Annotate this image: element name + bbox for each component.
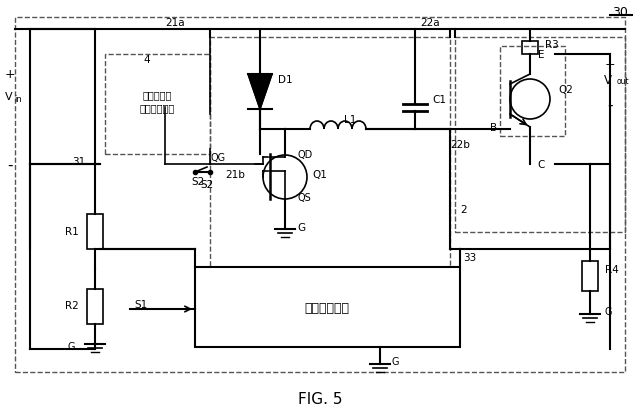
Text: 21a: 21a (165, 18, 185, 28)
Text: G: G (297, 223, 305, 233)
Bar (500, 47, 565, 137)
Text: 30: 30 (612, 5, 628, 19)
Text: G: G (605, 306, 612, 316)
Text: +: + (4, 68, 15, 81)
Text: 22b: 22b (450, 140, 470, 150)
Text: D1: D1 (278, 75, 292, 85)
Bar (582, 261, 598, 291)
Text: out: out (617, 77, 630, 86)
Text: R3: R3 (545, 40, 559, 50)
Text: QS: QS (298, 192, 312, 202)
Text: Q1: Q1 (312, 170, 327, 180)
Text: C: C (537, 159, 545, 170)
Text: 22a: 22a (420, 18, 440, 28)
Text: QG: QG (211, 153, 225, 163)
Bar (210, 38, 450, 327)
Text: R4: R4 (605, 264, 619, 274)
Bar (455, 38, 625, 233)
Text: E: E (538, 50, 545, 60)
Text: R1: R1 (65, 226, 79, 236)
Bar (522, 42, 538, 55)
Text: ローサイド: ローサイド (142, 90, 172, 100)
Text: R2: R2 (65, 300, 79, 310)
Bar (87, 214, 103, 249)
Text: 33: 33 (463, 252, 476, 262)
Text: QD: QD (298, 150, 313, 159)
Text: 31: 31 (72, 157, 85, 166)
Text: 制御ユニット: 制御ユニット (305, 301, 349, 314)
Polygon shape (248, 75, 272, 110)
Text: B: B (490, 123, 497, 133)
Text: 21b: 21b (225, 170, 245, 180)
Text: Q2: Q2 (558, 85, 573, 95)
Text: C1: C1 (432, 95, 446, 105)
Text: V: V (604, 74, 612, 86)
Bar (87, 289, 103, 324)
Text: 2: 2 (460, 204, 467, 214)
Text: 駆動ユニット: 駆動ユニット (140, 103, 175, 113)
Bar (15, 18, 625, 372)
Bar (195, 267, 460, 347)
Text: S2: S2 (200, 180, 213, 190)
Text: FIG. 5: FIG. 5 (298, 392, 342, 406)
Text: 4: 4 (144, 55, 150, 65)
Text: S2: S2 (191, 177, 205, 187)
Text: -: - (7, 157, 13, 172)
Text: +: + (605, 58, 615, 71)
Text: L1: L1 (344, 115, 356, 125)
Text: V: V (5, 92, 13, 102)
Text: S1: S1 (135, 299, 148, 309)
Text: G: G (67, 341, 75, 351)
Bar (105, 55, 210, 154)
Text: G: G (392, 356, 399, 366)
Text: in: in (14, 94, 22, 103)
Text: -: - (607, 97, 612, 112)
